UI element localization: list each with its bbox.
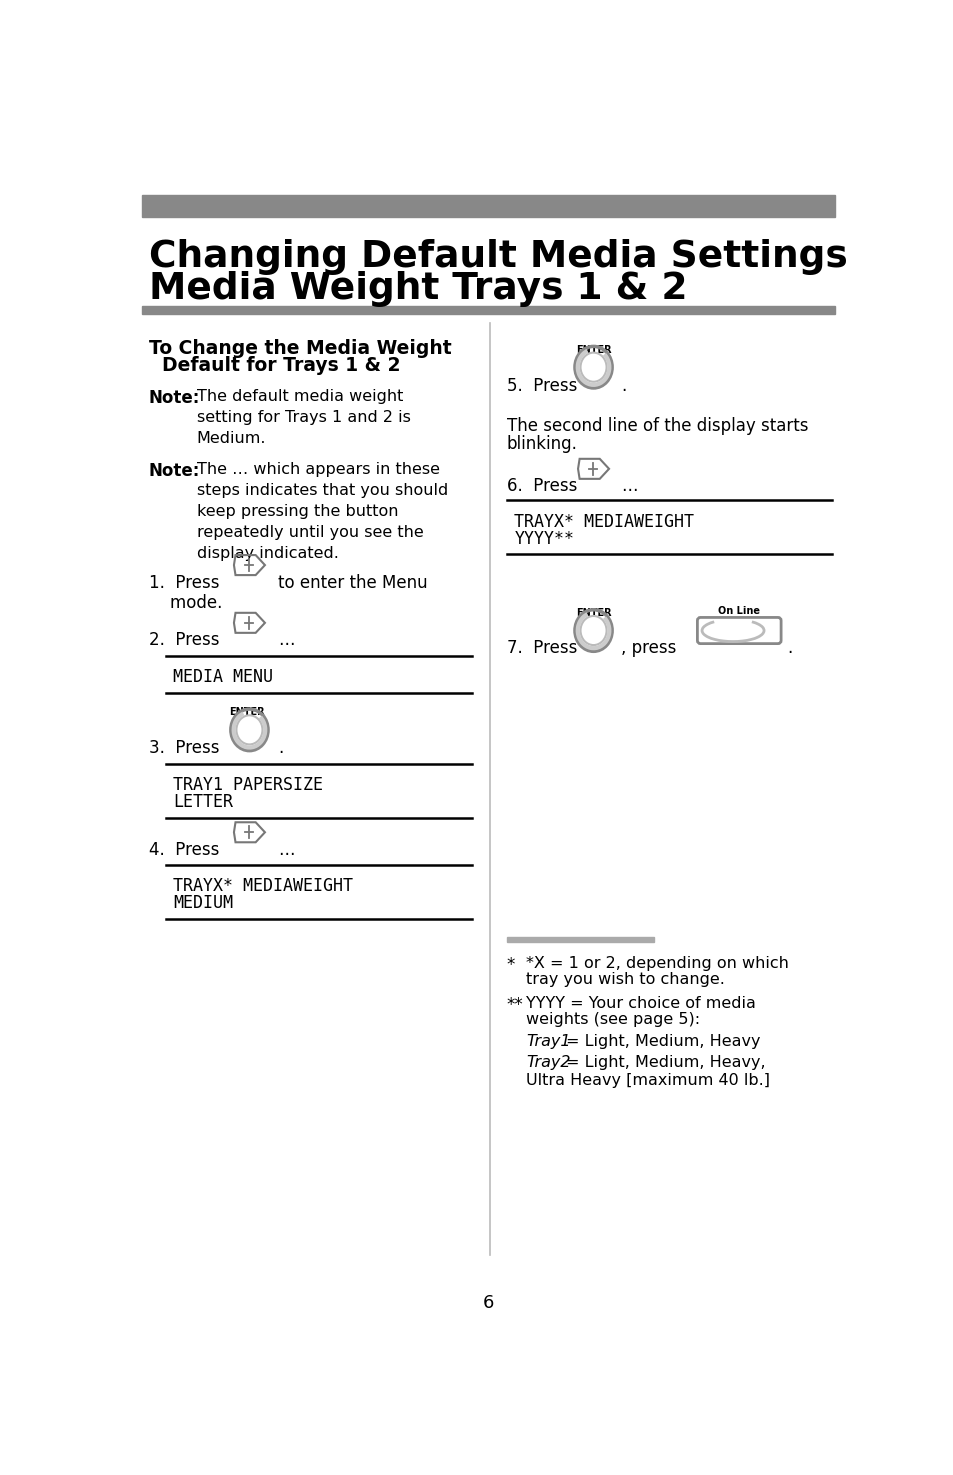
- Text: …: …: [620, 478, 638, 496]
- Text: The second line of the display starts: The second line of the display starts: [506, 417, 807, 435]
- Text: 2.  Press: 2. Press: [149, 631, 219, 649]
- Text: ENTER: ENTER: [575, 608, 611, 618]
- Text: 5.  Press: 5. Press: [506, 378, 577, 395]
- Text: …: …: [278, 841, 294, 858]
- Text: ENTER: ENTER: [575, 345, 611, 355]
- Text: .: .: [278, 739, 283, 757]
- Text: *X = 1 or 2, depending on which: *X = 1 or 2, depending on which: [525, 956, 788, 971]
- Text: = Light, Medium, Heavy: = Light, Medium, Heavy: [566, 1034, 760, 1049]
- Text: to enter the Menu: to enter the Menu: [278, 574, 427, 591]
- Text: 4.  Press: 4. Press: [149, 841, 219, 858]
- Text: Media Weight Trays 1 & 2: Media Weight Trays 1 & 2: [149, 271, 686, 307]
- Bar: [142, 307, 835, 314]
- Text: The … which appears in these
steps indicates that you should
keep pressing the b: The … which appears in these steps indic…: [196, 462, 448, 560]
- Text: TRAY1 PAPERSIZE: TRAY1 PAPERSIZE: [173, 776, 323, 794]
- Text: Note:: Note:: [149, 462, 200, 479]
- Text: TRAYX* MEDIAWEIGHT: TRAYX* MEDIAWEIGHT: [514, 513, 694, 531]
- Text: .: .: [620, 378, 626, 395]
- Text: = Light, Medium, Heavy,: = Light, Medium, Heavy,: [566, 1055, 765, 1069]
- Bar: [506, 937, 654, 941]
- Bar: [142, 196, 835, 217]
- Text: blinking.: blinking.: [506, 435, 577, 453]
- Text: LETTER: LETTER: [173, 794, 233, 811]
- Text: , press: , press: [620, 639, 676, 656]
- Text: .: .: [786, 639, 792, 656]
- Text: *: *: [506, 956, 515, 975]
- Text: weights (see page 5):: weights (see page 5):: [525, 1012, 700, 1027]
- Text: 6.  Press: 6. Press: [506, 478, 577, 496]
- Text: YYYY = Your choice of media: YYYY = Your choice of media: [525, 996, 755, 1010]
- Text: Changing Default Media Settings: Changing Default Media Settings: [149, 239, 846, 274]
- Text: MEDIA MENU: MEDIA MENU: [173, 668, 274, 686]
- Text: Default for Trays 1 & 2: Default for Trays 1 & 2: [162, 357, 400, 376]
- Text: 6: 6: [483, 1294, 494, 1311]
- Text: TRAYX* MEDIAWEIGHT: TRAYX* MEDIAWEIGHT: [173, 878, 354, 895]
- Text: mode.: mode.: [149, 594, 222, 612]
- Text: YYYY**: YYYY**: [514, 530, 574, 547]
- Text: tray you wish to change.: tray you wish to change.: [525, 972, 724, 987]
- Text: …: …: [278, 631, 294, 649]
- Text: Ultra Heavy [maximum 40 lb.]: Ultra Heavy [maximum 40 lb.]: [525, 1072, 769, 1087]
- Text: 7.  Press: 7. Press: [506, 639, 577, 656]
- Text: The default media weight
setting for Trays 1 and 2 is
Medium.: The default media weight setting for Tra…: [196, 389, 410, 445]
- Text: **: **: [506, 996, 523, 1013]
- Text: To Change the Media Weight: To Change the Media Weight: [149, 339, 451, 358]
- Text: ENTER: ENTER: [229, 707, 265, 717]
- Text: 3.  Press: 3. Press: [149, 739, 219, 757]
- Text: On Line: On Line: [718, 606, 760, 617]
- Text: MEDIUM: MEDIUM: [173, 894, 233, 912]
- Text: Note:: Note:: [149, 389, 200, 407]
- Text: Tray1: Tray1: [525, 1034, 570, 1049]
- Text: 1.  Press: 1. Press: [149, 574, 219, 591]
- Text: Tray2: Tray2: [525, 1055, 570, 1069]
